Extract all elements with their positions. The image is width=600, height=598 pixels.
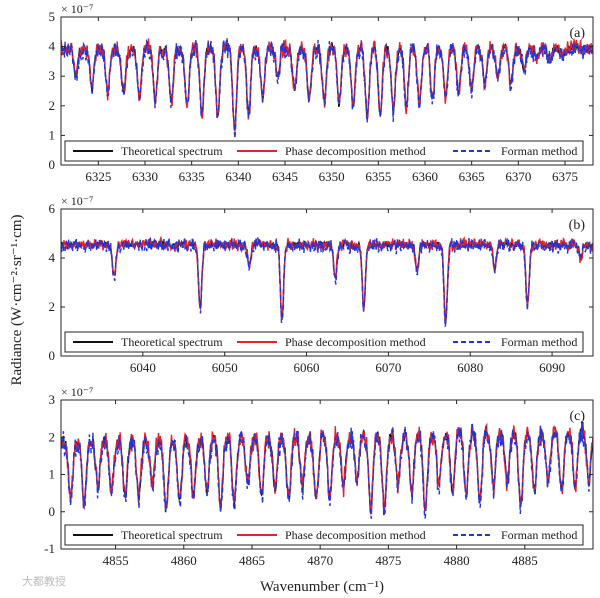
legend-box — [64, 140, 584, 162]
legend-box — [64, 331, 584, 353]
x-tick-label: 6070 — [375, 360, 401, 375]
x-tick-label: 6340 — [225, 169, 251, 184]
y-tick-label: 6 — [49, 201, 56, 216]
series-forman-method — [61, 37, 593, 139]
x-tick-label: 6040 — [130, 360, 156, 375]
x-tick-label: 6325 — [85, 169, 111, 184]
x-tick-label: 6090 — [539, 360, 565, 375]
y-tick-label: 0 — [49, 504, 56, 519]
y-exponent-label: × 10⁻⁷ — [61, 2, 93, 16]
x-tick-label: 4885 — [512, 553, 538, 568]
x-tick-label: 6365 — [459, 169, 485, 184]
x-tick-label: 6335 — [179, 169, 205, 184]
legend-entry: Theoretical spectrum — [121, 144, 223, 158]
y-tick-label: 2 — [49, 98, 56, 113]
panel-3: 4855 4860 4865 4870 4875 4880 4885 -1 0 1 2 3 × 10⁻⁷… — [44, 385, 594, 568]
y-tick-label: 2 — [49, 429, 56, 444]
y-tick-label: 2 — [49, 299, 56, 314]
legend-entry: Forman method — [501, 528, 577, 542]
y-tick-label: 1 — [49, 127, 56, 142]
x-tick-label: 6345 — [272, 169, 298, 184]
panel-1: 6325 6330 6335 6340 6345 6350 6355 6360 6365 6370… — [49, 2, 594, 184]
y-tick-label: 1 — [49, 467, 56, 482]
x-tick-label: 6355 — [365, 169, 391, 184]
series-theoretical-spectrum — [61, 238, 593, 323]
legend-entry: Phase decomposition method — [285, 528, 426, 542]
y-axis-label: Radiance (W·cm⁻²·sr⁻¹·cm) — [9, 214, 25, 385]
x-tick-label: 6050 — [212, 360, 238, 375]
legend-entry: Forman method — [501, 335, 577, 349]
x-tick-label: 6350 — [319, 169, 345, 184]
x-tick-label: 4855 — [103, 553, 129, 568]
legend-entry: Phase decomposition method — [285, 144, 426, 158]
legend-entry: Phase decomposition method — [285, 335, 426, 349]
x-tick-label: 6375 — [552, 169, 578, 184]
panel-2: 6040 6050 6060 6070 6080 6090 0 2 4 6 × 10⁻⁷ (b) The… — [49, 194, 594, 375]
legend-entry: Theoretical spectrum — [121, 528, 223, 542]
y-tick-label: 5 — [49, 9, 56, 24]
y-tick-label: 0 — [49, 348, 56, 363]
y-tick-label: 3 — [49, 392, 56, 407]
x-axis-label: Wavenumber (cm⁻¹) — [260, 579, 384, 595]
plot-area-2 — [61, 235, 593, 327]
legend-entry: Theoretical spectrum — [121, 335, 223, 349]
plot-frame-1 — [60, 16, 594, 166]
x-tick-label: 6370 — [505, 169, 531, 184]
panels: 6325 6330 6335 6340 6345 6350 6355 6360 6365 6370… — [44, 2, 594, 568]
x-tick-label: 4880 — [444, 553, 470, 568]
x-tick-label: 6080 — [457, 360, 483, 375]
series-phase-decomposition — [61, 37, 593, 133]
plot-area-1 — [61, 37, 593, 139]
panel-label: (a) — [569, 26, 585, 41]
x-tick-label: 4870 — [307, 553, 333, 568]
y-tick-label: 4 — [49, 250, 56, 265]
y-exponent-label: × 10⁻⁷ — [61, 194, 93, 208]
y-tick-label: 4 — [49, 39, 56, 54]
y-exponent-label: × 10⁻⁷ — [61, 385, 93, 399]
legend-box — [64, 524, 584, 546]
x-tick-label: 4875 — [375, 553, 401, 568]
legend-entry: Forman method — [501, 144, 577, 158]
legend-2: Theoretical spectrum Phase decomposition … — [64, 331, 584, 353]
y-tick-label: 0 — [49, 157, 56, 172]
x-tick-label: 6360 — [412, 169, 438, 184]
y-tick-label: -1 — [44, 541, 55, 556]
panel-label: (b) — [569, 218, 586, 233]
y-tick-label: 3 — [49, 68, 56, 83]
plot-frame-2 — [60, 208, 594, 357]
panel-label: (c) — [569, 409, 585, 424]
series-forman-method — [61, 237, 593, 327]
legend-1: Theoretical spectrum Phase decomposition … — [64, 140, 584, 162]
x-tick-label: 6060 — [294, 360, 320, 375]
watermark-text: 大都教授 — [22, 574, 66, 588]
x-tick-label: 4865 — [239, 553, 265, 568]
x-tick-label: 4860 — [171, 553, 197, 568]
series-forman-method — [61, 421, 593, 519]
plot-area-3 — [61, 421, 593, 519]
x-tick-label: 6330 — [132, 169, 158, 184]
legend-3: Theoretical spectrum Phase decomposition … — [64, 524, 584, 546]
